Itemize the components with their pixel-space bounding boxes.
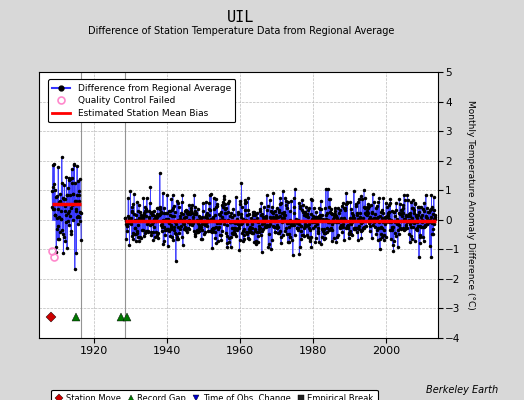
- Y-axis label: Monthly Temperature Anomaly Difference (°C): Monthly Temperature Anomaly Difference (…: [466, 100, 475, 310]
- Legend: Station Move, Record Gap, Time of Obs. Change, Empirical Break: Station Move, Record Gap, Time of Obs. C…: [51, 390, 378, 400]
- Text: Berkeley Earth: Berkeley Earth: [425, 385, 498, 395]
- Text: UIL: UIL: [227, 10, 255, 25]
- Text: Difference of Station Temperature Data from Regional Average: Difference of Station Temperature Data f…: [88, 26, 394, 36]
